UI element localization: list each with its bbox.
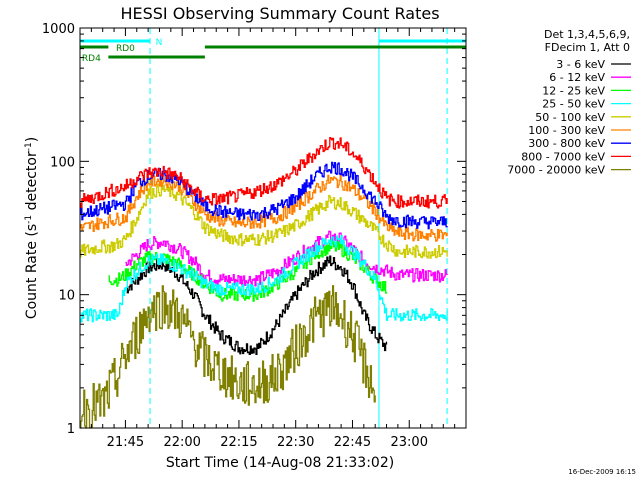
legend-label-12-25-kev: 12 - 25 keV <box>542 84 605 97</box>
y-axis: 1 10 100 1000 <box>42 22 466 437</box>
x-tick-label: 21:45 <box>107 435 144 450</box>
chart-title: HESSI Observing Summary Count Rates <box>120 4 439 23</box>
date-stamp: 16-Dec-2009 16:15 <box>568 468 636 476</box>
y-tick-label: 100 <box>50 155 75 170</box>
x-tick-label: 22:00 <box>163 435 200 450</box>
legend-label-800-7000-kev: 800 - 7000 keV <box>521 150 605 163</box>
flag-label-rd0: RD0 <box>116 44 135 54</box>
y-tick-label: 1000 <box>42 22 75 37</box>
legend-label-7000-20000-kev: 7000 - 20000 keV <box>507 164 605 177</box>
series-line-25-50-kev <box>80 234 448 323</box>
x-axis: 21:45 22:00 22:15 22:30 22:45 23:00 <box>90 28 456 450</box>
legend-label-100-300-kev: 100 - 300 keV <box>528 124 605 137</box>
legend-header-1: Det 1,3,4,5,6,9, <box>544 28 630 41</box>
x-tick-label: 22:15 <box>220 435 257 450</box>
series-line-800-7000-kev <box>80 136 448 209</box>
legend-label-25-50-kev: 25 - 50 keV <box>542 98 605 111</box>
x-axis-label: Start Time (14-Aug-08 21:33:02) <box>166 455 394 471</box>
y-axis-label: Count Rate (s-1 detector-1) <box>24 137 40 319</box>
series-line-300-800-kev <box>80 161 448 230</box>
legend: Det 1,3,4,5,6,9, FDecim 1, Att 0 3 - 6 k… <box>507 28 631 177</box>
flag-label-n: N <box>156 38 163 48</box>
flag-label-rd4: RD4 <box>82 54 101 64</box>
legend-label-6-12-kev: 6 - 12 keV <box>549 71 605 84</box>
legend-label-3-6-kev: 3 - 6 keV <box>556 58 605 71</box>
legend-label-300-800-kev: 300 - 800 keV <box>528 137 605 150</box>
plot-area: N RD0 RD4 <box>80 28 466 429</box>
x-tick-label: 22:30 <box>277 435 314 450</box>
legend-label-50-100-kev: 50 - 100 keV <box>535 111 605 124</box>
y-tick-label: 10 <box>58 289 75 304</box>
legend-header-2: FDecim 1, Att 0 <box>545 41 630 54</box>
x-tick-label: 23:00 <box>391 435 428 450</box>
series-line-6-12-kev <box>125 230 448 287</box>
series-line-12-25-kev <box>108 239 388 302</box>
x-tick-label: 22:45 <box>334 435 371 450</box>
series-line-7000-20000-kev <box>80 285 376 429</box>
y-tick-label: 1 <box>67 422 75 437</box>
series-line-50-100-kev <box>80 182 448 259</box>
series-line-3-6-kev <box>125 255 388 356</box>
